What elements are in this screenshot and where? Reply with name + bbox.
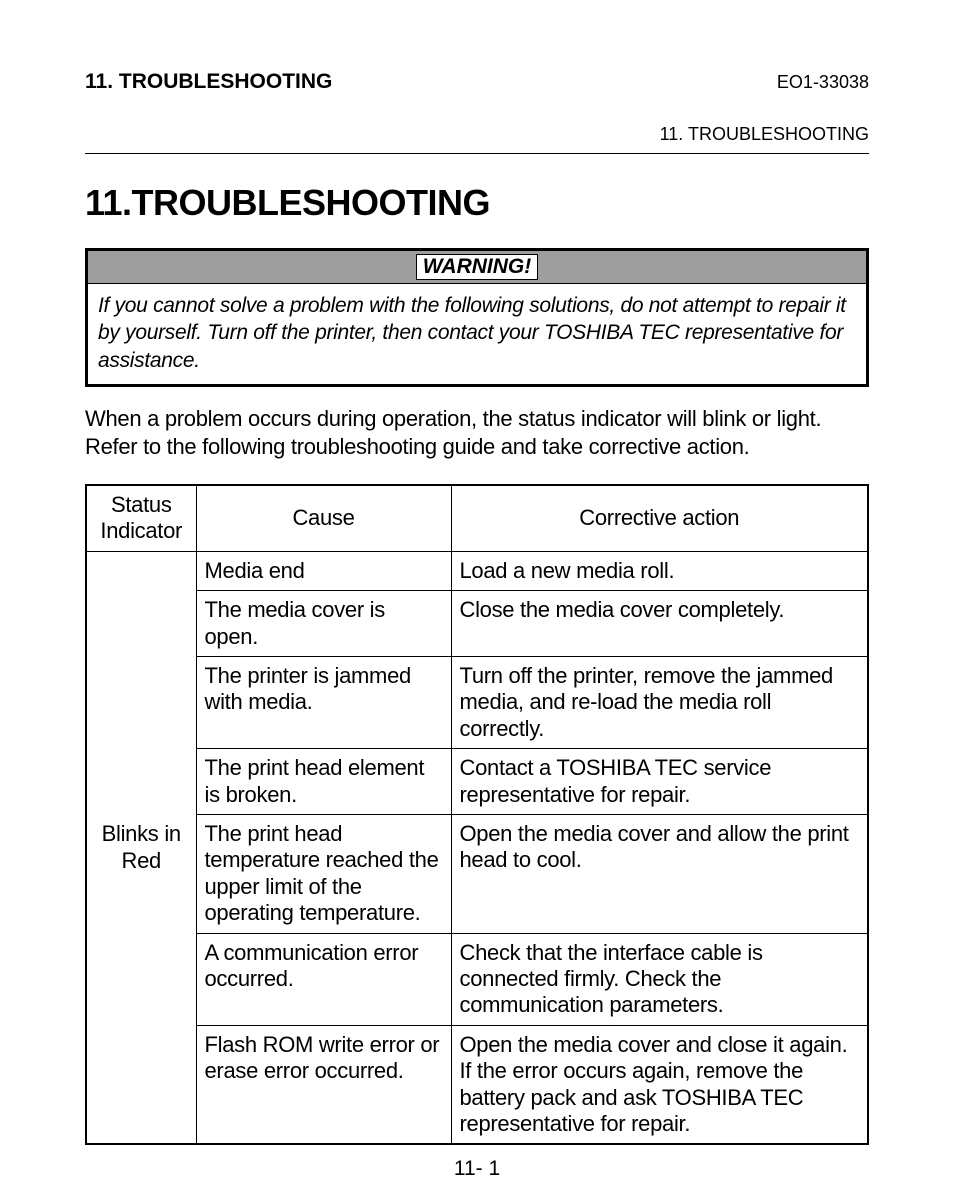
action-cell: Open the media cover and allow the print… <box>451 814 868 933</box>
table-row: The printer is jammed with media. Turn o… <box>86 657 868 749</box>
status-cell: Blinks in Red <box>86 551 196 1144</box>
warning-label: WARNING! <box>416 254 539 280</box>
cause-cell: Media end <box>196 551 451 590</box>
th-cause: Cause <box>196 485 451 551</box>
table-header-row: Status Indicator Cause Corrective action <box>86 485 868 551</box>
action-cell: Contact a TOSHIBA TEC service representa… <box>451 749 868 815</box>
th-action: Corrective action <box>451 485 868 551</box>
table-row: The print head temperature reached the u… <box>86 814 868 933</box>
table-row: The media cover is open. Close the media… <box>86 591 868 657</box>
subheader: 11. TROUBLESHOOTING <box>85 124 869 145</box>
warning-header: WARNING! <box>88 251 866 284</box>
page-number: 11- 1 <box>85 1157 869 1181</box>
cause-cell: Flash ROM write error or erase error occ… <box>196 1025 451 1144</box>
warning-box: WARNING! If you cannot solve a problem w… <box>85 248 869 387</box>
troubleshooting-table: Status Indicator Cause Corrective action… <box>85 484 869 1145</box>
warning-body: If you cannot solve a problem with the f… <box>88 284 866 384</box>
table-row: The print head element is broken. Contac… <box>86 749 868 815</box>
action-cell: Open the media cover and close it again.… <box>451 1025 868 1144</box>
table-row: Flash ROM write error or erase error occ… <box>86 1025 868 1144</box>
table-row: Blinks in Red Media end Load a new media… <box>86 551 868 590</box>
cause-cell: The media cover is open. <box>196 591 451 657</box>
cause-cell: The print head temperature reached the u… <box>196 814 451 933</box>
action-cell: Load a new media roll. <box>451 551 868 590</box>
intro-text: When a problem occurs during operation, … <box>85 405 869 462</box>
header-section-title: 11. TROUBLESHOOTING <box>85 70 332 94</box>
cause-cell: A communication error occurred. <box>196 933 451 1025</box>
header-doc-code: EO1-33038 <box>777 72 869 93</box>
header-divider <box>85 153 869 154</box>
table-row: A communication error occurred. Check th… <box>86 933 868 1025</box>
action-cell: Close the media cover completely. <box>451 591 868 657</box>
page-header: 11. TROUBLESHOOTING EO1-33038 <box>85 70 869 94</box>
cause-cell: The print head element is broken. <box>196 749 451 815</box>
page-title: 11.TROUBLESHOOTING <box>85 182 869 224</box>
action-cell: Check that the interface cable is connec… <box>451 933 868 1025</box>
th-status: Status Indicator <box>86 485 196 551</box>
action-cell: Turn off the printer, remove the jammed … <box>451 657 868 749</box>
cause-cell: The printer is jammed with media. <box>196 657 451 749</box>
